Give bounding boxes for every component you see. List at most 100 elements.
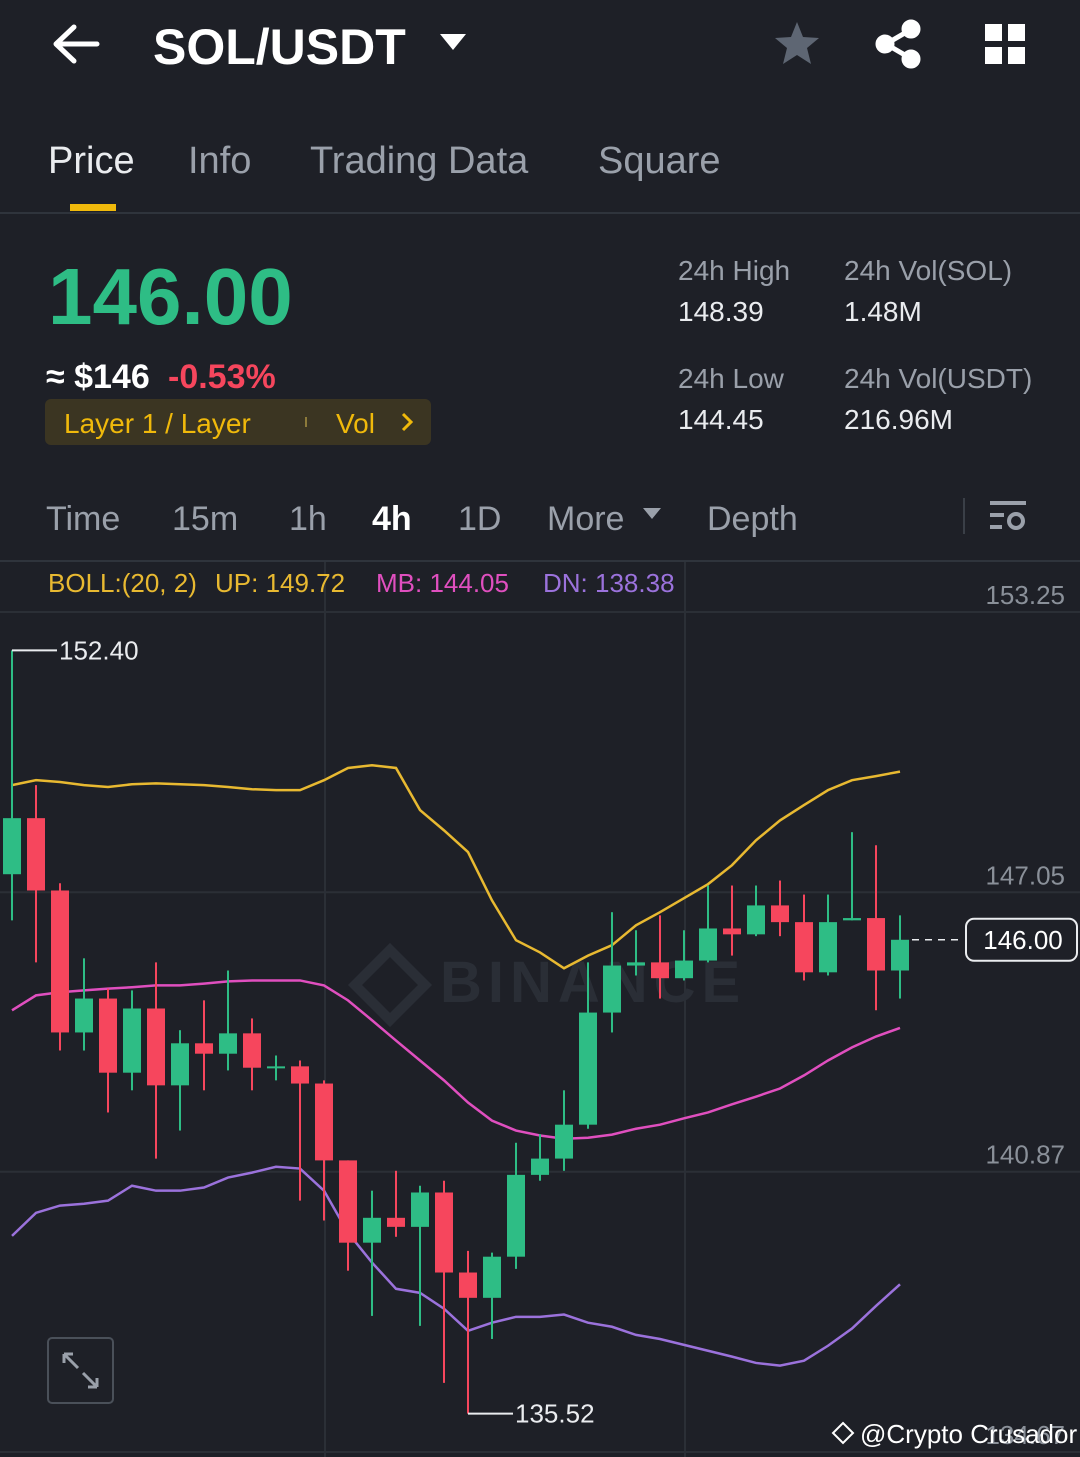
credit-logo — [831, 1421, 855, 1445]
candle-body — [411, 1192, 429, 1227]
tag-chevron — [401, 412, 414, 432]
settings-gear — [1007, 512, 1025, 530]
candle-body — [531, 1158, 549, 1175]
low-label: 135.52 — [515, 1399, 595, 1429]
last-price: 146.00 — [48, 252, 293, 341]
candle-body — [315, 1083, 333, 1161]
interval-active[interactable]: 4h — [372, 500, 412, 538]
expand-button[interactable] — [47, 1337, 114, 1404]
back-arrow — [53, 24, 100, 64]
candle-body — [3, 818, 21, 875]
candle-body — [219, 1033, 237, 1054]
tab[interactable]: Info — [188, 140, 251, 182]
chart-settings[interactable] — [990, 501, 1026, 530]
candle-body — [843, 918, 861, 921]
legend-entry: DN: 138.38 — [543, 568, 675, 598]
tab[interactable]: Price — [48, 140, 135, 182]
candle-body — [243, 1033, 261, 1068]
stat-value: 1.48M — [844, 296, 922, 327]
candle-body — [339, 1160, 357, 1243]
candle-body — [651, 962, 669, 979]
indicator-label: BOLL:(20, 2) — [48, 568, 197, 598]
indicator-line — [11, 764, 901, 970]
candle-body — [195, 1043, 213, 1054]
interval[interactable]: 15m — [172, 500, 238, 538]
candle-body — [75, 998, 93, 1033]
fiat-price: ≈ $146 — [46, 358, 150, 396]
grid-cell — [985, 47, 1002, 64]
candle-body — [603, 965, 621, 1013]
interval[interactable]: 1D — [458, 500, 501, 538]
interval[interactable]: Depth — [707, 500, 798, 538]
expand-frame — [47, 1337, 114, 1404]
legend-entry: MB: 144.05 — [376, 568, 509, 598]
candle-body — [171, 1043, 189, 1086]
stat-value: 216.96M — [844, 404, 953, 435]
candle-body — [291, 1066, 309, 1084]
candle-body — [723, 928, 741, 935]
candle-body — [699, 928, 717, 961]
tab[interactable]: Square — [598, 140, 721, 182]
interval[interactable]: 1h — [289, 500, 327, 538]
tag-chip[interactable]: Layer 1 / Layer Vol — [45, 399, 431, 445]
candle-body — [267, 1066, 285, 1069]
grid-cell — [1008, 47, 1025, 64]
candle-body — [387, 1217, 405, 1227]
favorite-star[interactable] — [775, 22, 819, 64]
grid-cell — [985, 24, 1002, 41]
candle-body — [363, 1217, 381, 1243]
indicator-line — [11, 979, 901, 1140]
y-tick-label: 134.67 — [985, 1420, 1065, 1450]
pair-title[interactable]: SOL/USDT — [153, 19, 406, 75]
candle-body — [435, 1192, 453, 1273]
back-button[interactable] — [53, 24, 100, 64]
stat-label: 24h Vol(USDT) — [844, 363, 1032, 394]
share-dot — [901, 19, 921, 39]
price-change: -0.53% — [168, 358, 276, 396]
candle-body — [507, 1174, 525, 1257]
tab-indicator — [70, 204, 116, 211]
grid-menu[interactable] — [985, 24, 1025, 64]
last-price-box — [965, 917, 1078, 962]
candle-body — [867, 918, 885, 971]
candle-body — [675, 960, 693, 979]
y-tick-label: 153.25 — [985, 580, 1065, 610]
share-dot — [875, 34, 895, 54]
more-dropdown[interactable] — [643, 508, 661, 519]
candle-body — [459, 1272, 477, 1298]
candle-body — [771, 905, 789, 923]
candle-body — [795, 922, 813, 973]
watermark-logo — [347, 942, 433, 1028]
candle-body — [555, 1124, 573, 1159]
candle-body — [147, 1008, 165, 1086]
stat-label: 24h High — [678, 255, 790, 286]
y-tick-label: 147.05 — [985, 860, 1065, 890]
candle-body — [891, 939, 909, 971]
stat-label: 24h Low — [678, 363, 785, 394]
tag-text: Vol — [336, 408, 375, 439]
share-dot — [901, 49, 921, 69]
tab[interactable]: Trading Data — [310, 140, 529, 182]
stat-value: 148.39 — [678, 296, 764, 327]
candle-body — [819, 922, 837, 973]
legend-entry: UP: 149.72 — [215, 568, 345, 598]
pair-dropdown[interactable] — [440, 34, 466, 50]
grid-cell — [1008, 24, 1025, 41]
interval[interactable]: Time — [46, 500, 120, 538]
stat-label: 24h Vol(SOL) — [844, 255, 1012, 286]
candle-body — [747, 905, 765, 935]
tag-background — [45, 399, 431, 445]
candle-body — [123, 1008, 141, 1073]
candle-body — [579, 1012, 597, 1125]
candle-body — [483, 1256, 501, 1298]
interval[interactable]: More — [547, 500, 624, 538]
last-price-label: 146.00 — [983, 925, 1063, 955]
high-label: 152.40 — [59, 635, 139, 665]
credit: @Crypto Crusador — [860, 1419, 1077, 1449]
candle-body — [51, 890, 69, 1033]
expand-icon — [62, 1352, 99, 1389]
share-button[interactable] — [875, 19, 921, 69]
